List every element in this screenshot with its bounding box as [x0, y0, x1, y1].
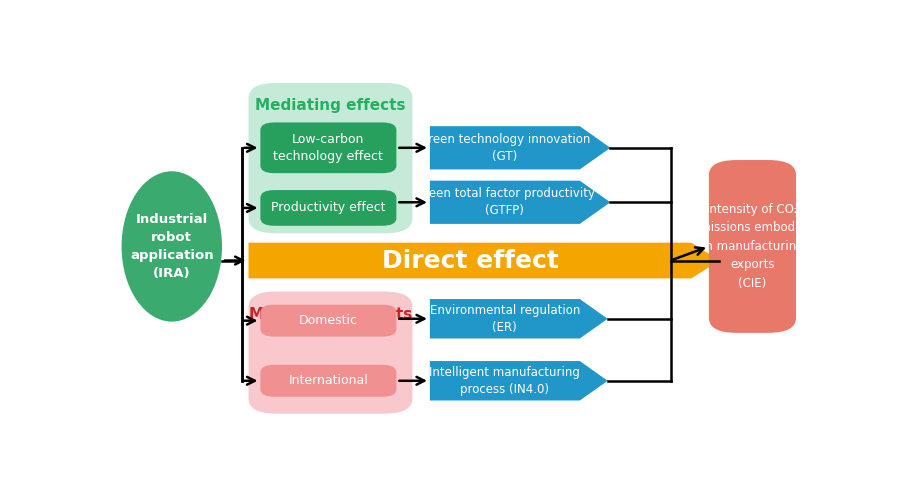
FancyBboxPatch shape [709, 160, 796, 333]
Text: Industrial
robot
application
(IRA): Industrial robot application (IRA) [130, 213, 213, 280]
FancyBboxPatch shape [248, 83, 412, 233]
FancyBboxPatch shape [260, 365, 396, 397]
Text: Green total factor productivity
(GTFP): Green total factor productivity (GTFP) [415, 187, 595, 217]
Polygon shape [430, 361, 608, 401]
Polygon shape [430, 299, 608, 339]
Text: Intelligent manufacturing
process (IN4.0): Intelligent manufacturing process (IN4.0… [429, 366, 580, 396]
Polygon shape [430, 126, 610, 169]
FancyBboxPatch shape [248, 291, 412, 414]
Text: Green technology innovation
(GT): Green technology innovation (GT) [419, 133, 590, 163]
Text: Direct effect: Direct effect [382, 248, 558, 272]
Polygon shape [430, 181, 610, 224]
Text: Moderating effects: Moderating effects [248, 306, 412, 322]
FancyBboxPatch shape [260, 190, 396, 226]
Text: Low-carbon
technology effect: Low-carbon technology effect [274, 133, 383, 163]
Text: International: International [289, 374, 368, 387]
FancyBboxPatch shape [260, 122, 396, 173]
Text: Intensity of CO₂
emissions embodied
in manufacturing
exports
(CIE): Intensity of CO₂ emissions embodied in m… [692, 203, 813, 290]
Ellipse shape [122, 171, 222, 322]
Text: Productivity effect: Productivity effect [271, 202, 385, 214]
Text: Environmental regulation
(ER): Environmental regulation (ER) [429, 304, 580, 334]
Polygon shape [248, 243, 719, 278]
Text: Mediating effects: Mediating effects [256, 98, 406, 113]
Text: Domestic: Domestic [299, 314, 358, 327]
FancyBboxPatch shape [260, 305, 396, 337]
